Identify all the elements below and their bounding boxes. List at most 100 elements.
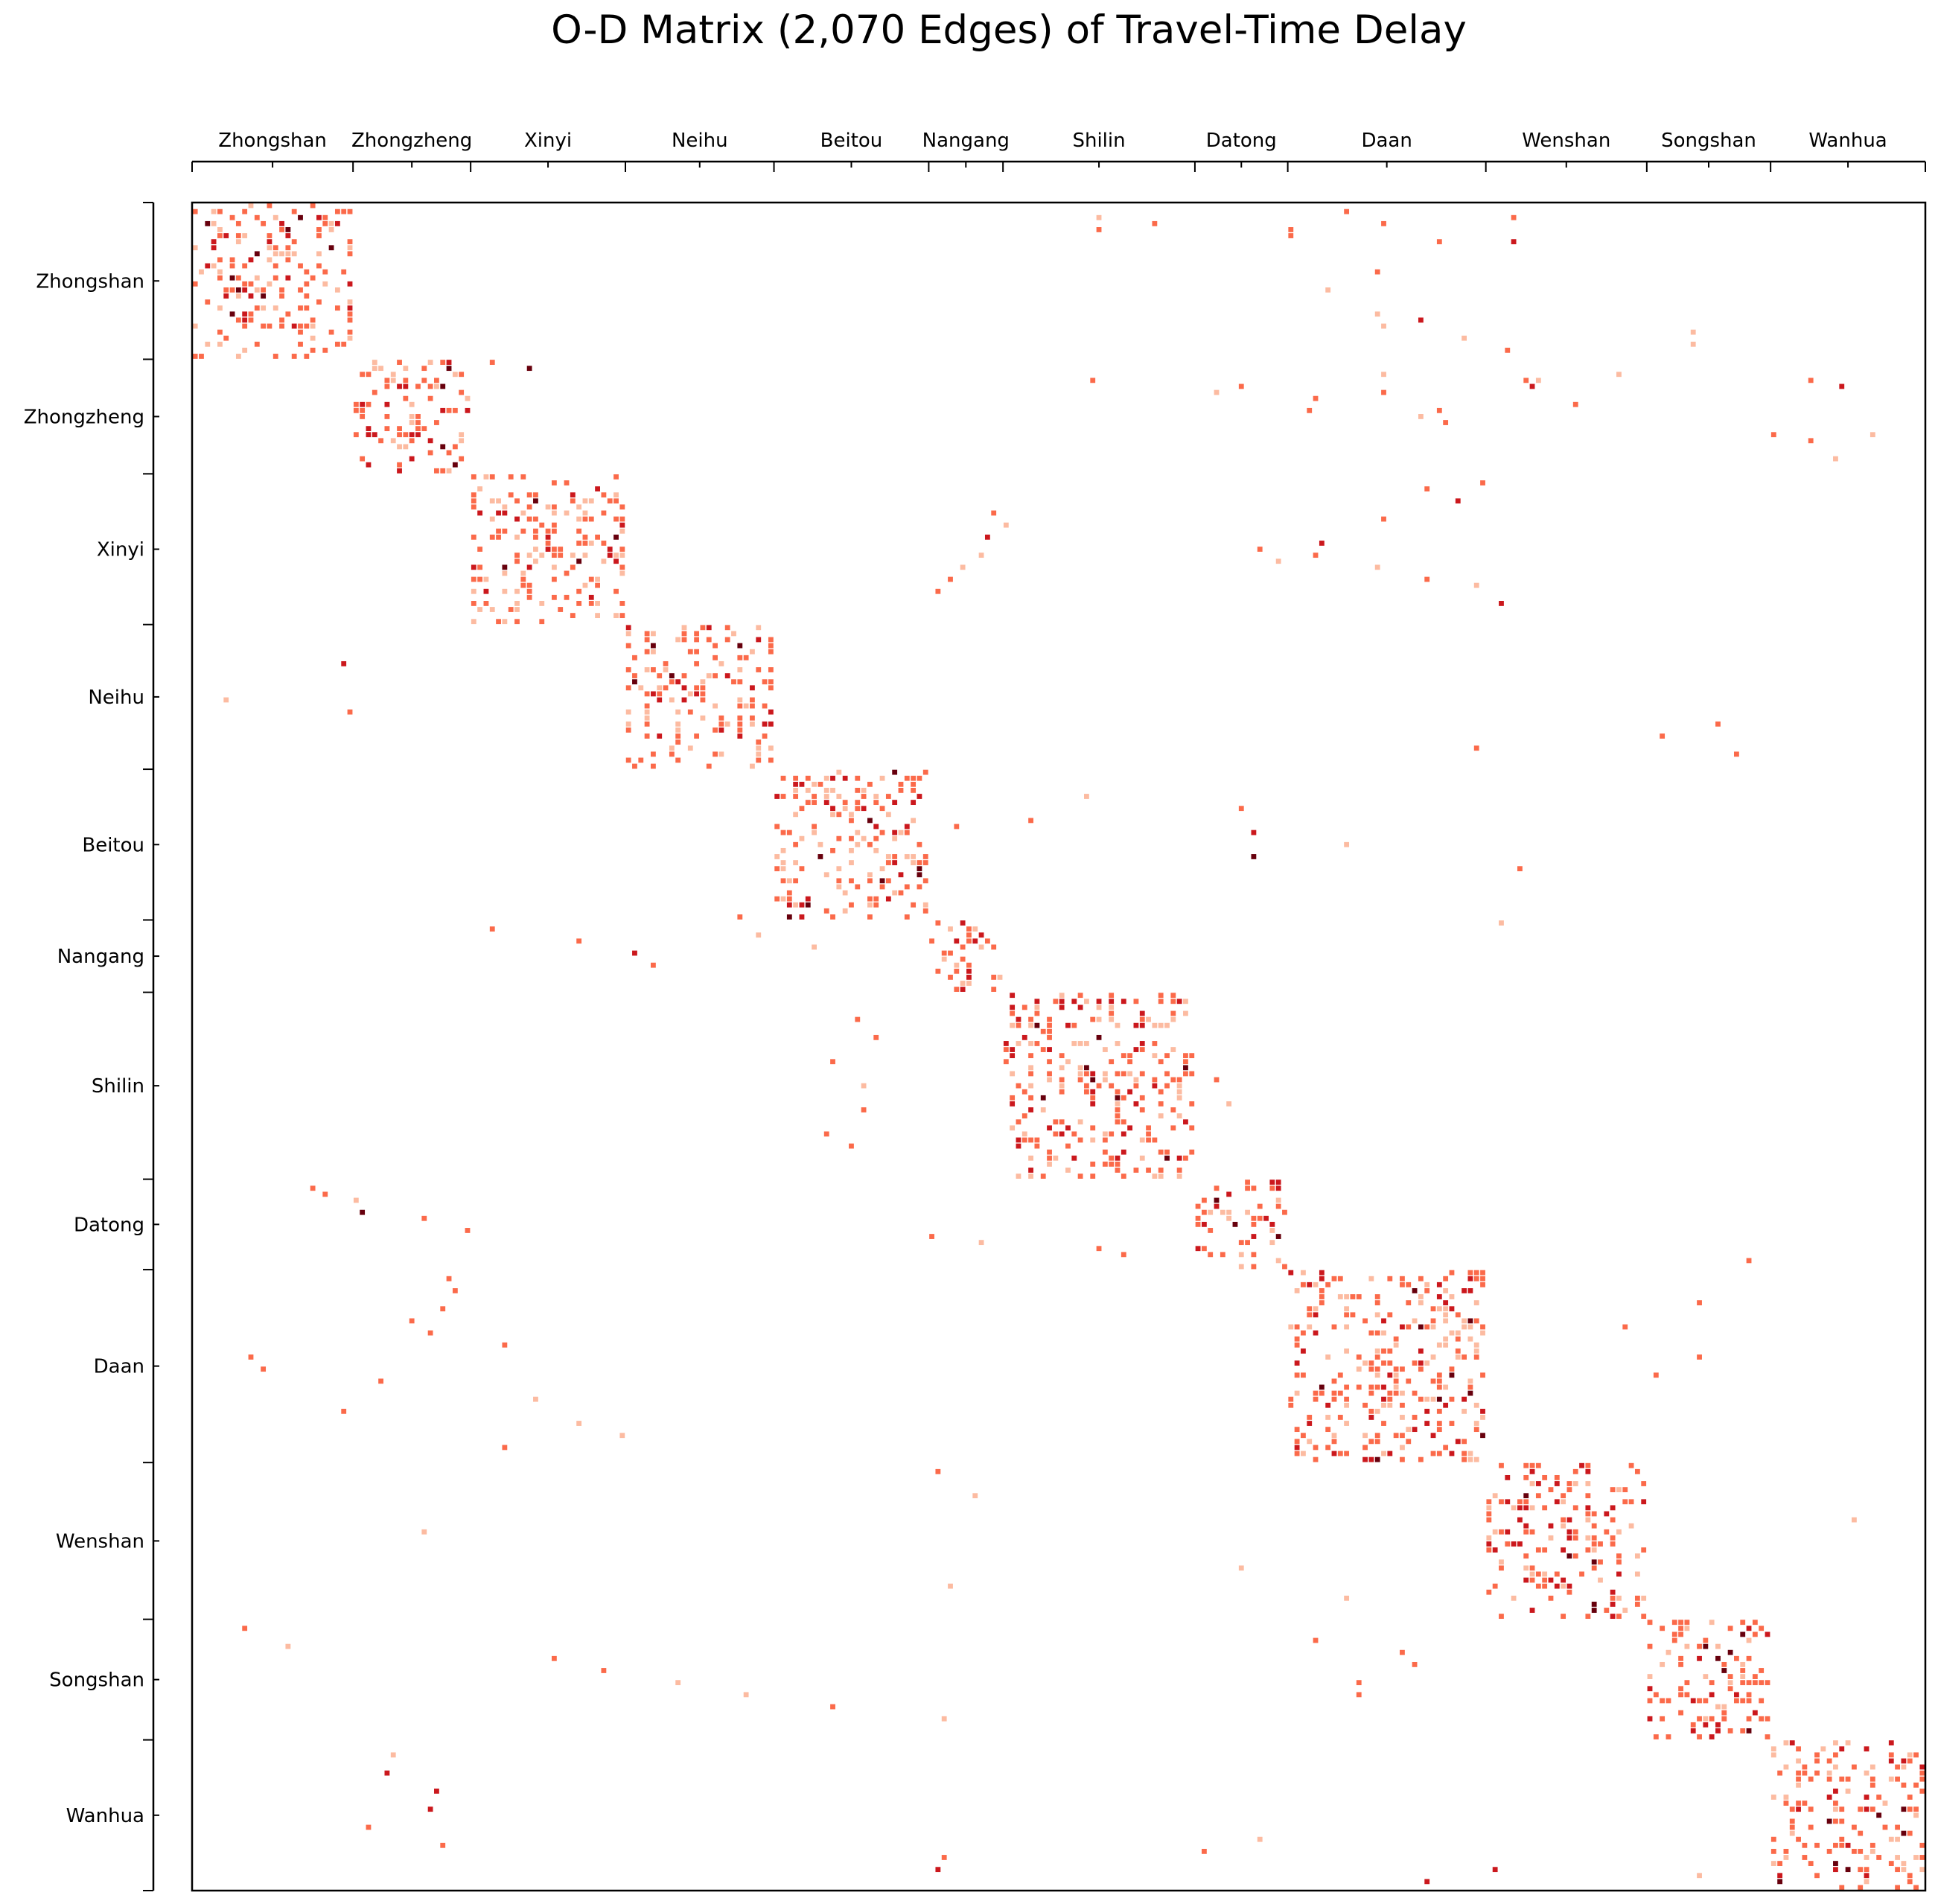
od-cell-nangang [991, 974, 997, 980]
od-cell-zhongshan [248, 293, 254, 299]
od-cell-wenshan [1529, 1481, 1535, 1486]
od-cell-shilin [1109, 1131, 1115, 1137]
od-cell-daan [1381, 1348, 1386, 1354]
od-cell-zhongzheng [434, 383, 439, 389]
od-cell-daan [1387, 1396, 1393, 1402]
od-cell-songshan [1647, 1686, 1653, 1692]
od-cell-cross [1381, 516, 1386, 522]
od-cell-daan [1331, 1451, 1337, 1456]
od-cell-neihu [718, 660, 724, 666]
od-cell-wanhua [1870, 1806, 1875, 1812]
od-cell-shilin [1133, 1083, 1139, 1089]
od-cell-zhongshan [235, 233, 241, 238]
od-cell-wenshan [1585, 1462, 1591, 1468]
od-cell-cross [1201, 1848, 1207, 1854]
od-cell-daan [1368, 1360, 1374, 1366]
od-cell-songshan [1709, 1692, 1715, 1698]
y-axis: ZhongshanZhongzhengXinyiNeihuBeitouNanga… [24, 202, 159, 1891]
od-cell-wenshan [1610, 1505, 1616, 1511]
od-cell-wanhua [1826, 1795, 1832, 1800]
od-cell-neihu [632, 679, 637, 685]
od-cell-xinyi [471, 601, 476, 606]
od-cell-beitou [898, 830, 904, 835]
od-cell-wenshan [1598, 1577, 1603, 1583]
od-cell-neihu [743, 703, 749, 709]
od-cell-zhongzheng [409, 414, 415, 419]
od-cell-zhongshan [347, 245, 353, 251]
od-cell-songshan [1647, 1674, 1653, 1679]
od-cell-zhongshan [316, 233, 322, 238]
od-cell-zhongshan [242, 208, 248, 214]
od-cell-zhongshan [347, 311, 353, 317]
od-cell-wenshan [1535, 1583, 1541, 1589]
od-cell-wanhua [1888, 1861, 1894, 1866]
od-cell-shilin [1176, 1089, 1182, 1095]
od-cell-xinyi [582, 516, 588, 522]
od-cell-beitou [885, 812, 891, 818]
od-cell-wenshan [1542, 1571, 1548, 1577]
od-cell-songshan [1697, 1734, 1702, 1739]
od-cell-zhongzheng [378, 366, 383, 372]
od-cell-neihu [756, 757, 762, 763]
od-cell-wanhua [1907, 1752, 1913, 1758]
od-cell-wenshan [1548, 1523, 1554, 1529]
od-cell-daan [1430, 1396, 1436, 1402]
od-cell-songshan [1759, 1680, 1765, 1686]
od-cell-wenshan [1561, 1523, 1566, 1529]
od-cell-nangang [960, 944, 966, 950]
od-cell-cross [984, 534, 990, 540]
od-cell-shilin [1021, 1004, 1027, 1010]
od-cell-wenshan [1523, 1553, 1529, 1559]
od-cell-daan [1387, 1312, 1393, 1318]
od-cell-wanhua [1919, 1764, 1925, 1770]
od-cell-wenshan [1566, 1589, 1572, 1595]
od-cell-shilin [1034, 1022, 1040, 1028]
od-cell-xinyi [471, 474, 476, 480]
od-cell-shilin [1146, 1137, 1151, 1143]
od-cell-wenshan [1499, 1559, 1504, 1565]
od-cell-xinyi [508, 607, 514, 612]
od-cell-shilin [1102, 1071, 1108, 1077]
od-cell-neihu [750, 703, 755, 709]
od-cell-xinyi [502, 588, 508, 594]
od-cell-xinyi [496, 510, 501, 516]
od-cell-wenshan [1572, 1535, 1578, 1541]
od-cell-beitou [799, 866, 805, 872]
od-cell-songshan [1666, 1698, 1671, 1704]
od-cell-cross [1381, 323, 1386, 329]
od-cell-beitou [780, 847, 786, 853]
od-cell-xinyi [545, 528, 551, 534]
od-cell-datong [1282, 1264, 1287, 1270]
od-cell-daan [1473, 1354, 1479, 1360]
od-cell-cross [1535, 378, 1541, 383]
od-cell-zhongzheng [440, 444, 446, 450]
od-cell-zhongshan [347, 317, 353, 323]
od-cell-daan [1387, 1402, 1393, 1408]
od-cell-cross [1833, 456, 1838, 462]
od-cell-xinyi [526, 564, 532, 570]
od-cell-daan [1412, 1288, 1418, 1293]
od-cell-songshan [1709, 1680, 1715, 1686]
od-cell-zhongzheng [452, 407, 458, 413]
od-cell-cross [1374, 564, 1380, 570]
od-cell-neihu [750, 763, 755, 769]
od-cell-daan [1374, 1294, 1380, 1299]
od-cell-cross [465, 1228, 471, 1233]
od-cell-xinyi [582, 582, 588, 588]
od-cell-daan [1443, 1312, 1449, 1318]
od-cell-daan [1436, 1451, 1442, 1456]
od-cell-daan [1480, 1415, 1485, 1420]
od-cell-wenshan [1529, 1505, 1535, 1511]
od-cell-shilin [1047, 1155, 1052, 1161]
od-cell-datong [1275, 1179, 1281, 1185]
od-cell-beitou [917, 794, 922, 799]
od-cell-zhongshan [347, 208, 353, 214]
od-cell-nangang [966, 938, 972, 944]
od-cell-wanhua [1864, 1795, 1870, 1800]
od-cell-xinyi [471, 492, 476, 498]
od-cell-xinyi [526, 516, 532, 522]
od-cell-xinyi [551, 553, 557, 558]
od-cell-datong [1195, 1246, 1201, 1252]
od-cell-wenshan [1572, 1468, 1578, 1474]
od-cell-daan [1436, 1281, 1442, 1287]
